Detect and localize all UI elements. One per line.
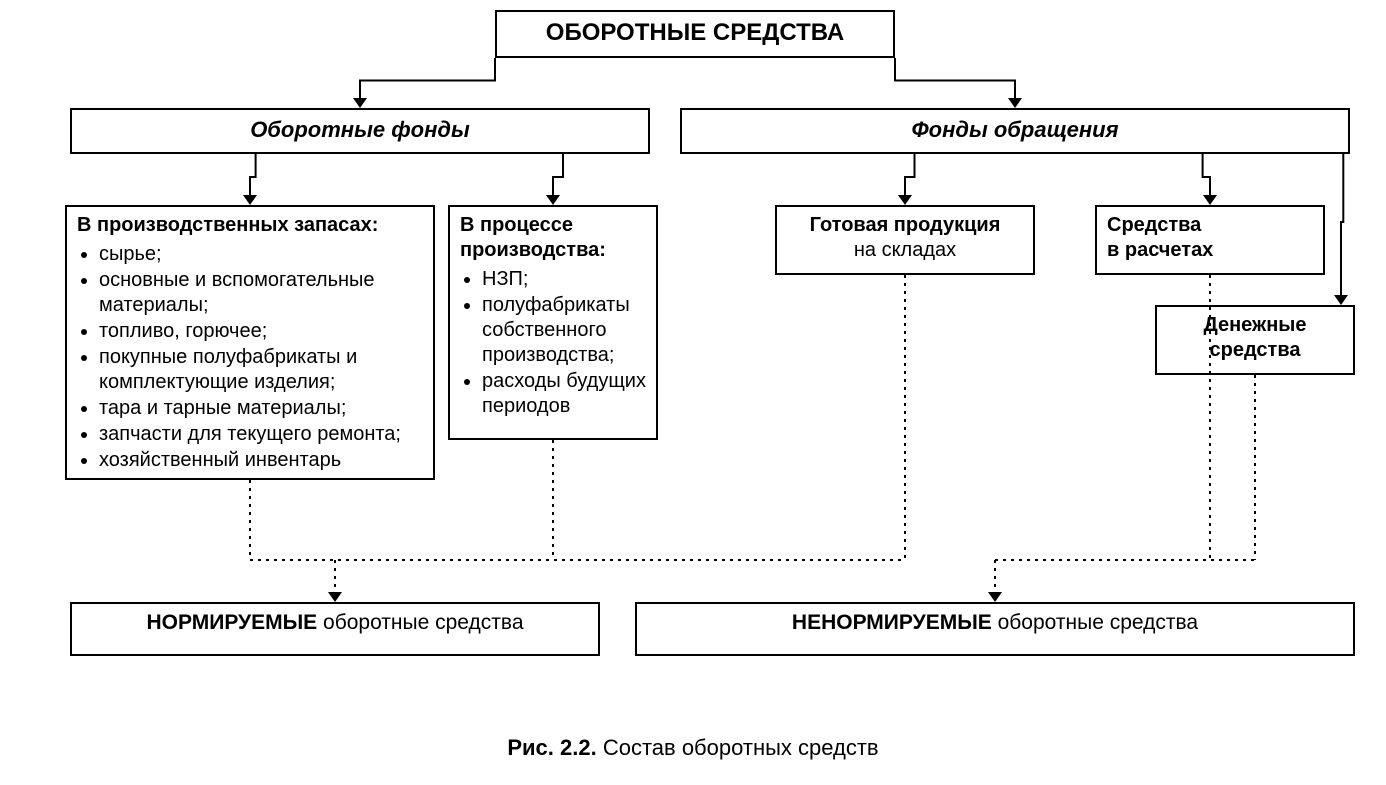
node-denezhnye-sredstva: Денежные средства	[1155, 305, 1355, 375]
bullet-item: топливо, горючее;	[99, 319, 423, 344]
node-normiruemye: НОРМИРУЕМЫЕ оборотные средства	[70, 602, 600, 656]
node-title: В процессе производства:	[460, 213, 646, 263]
bullet-item: полуфабрикаты собственного производства;	[482, 293, 646, 368]
rest: оборотные средства	[317, 611, 523, 634]
strong: НЕНОРМИРУЕМЫЕ	[792, 611, 992, 634]
node-oborotnye-fondy: Оборотные фонды	[70, 108, 650, 154]
figure-caption: Рис. 2.2. Состав оборотных средств	[0, 735, 1386, 761]
node-root: ОБОРОТНЫЕ СРЕДСТВА	[495, 10, 895, 58]
strong: НОРМИРУЕМЫЕ	[147, 611, 318, 634]
node-title: В производственных запасах:	[77, 213, 423, 238]
node-fondy-obrashcheniya: Фонды обращения	[680, 108, 1350, 154]
bullet-item: основные и вспомогательные материалы;	[99, 268, 423, 318]
line2: в расчетах	[1107, 239, 1213, 261]
line2: средства	[1210, 339, 1301, 361]
bullet-item: покупные полуфабрикаты и комплектующие и…	[99, 345, 423, 395]
caption-text: Состав оборотных средств	[597, 735, 879, 760]
node-v-processe-proizvodstva: В процессе производства: НЗП;полуфабрика…	[448, 205, 658, 440]
bullet-item: запчасти для текущего ремонта;	[99, 422, 423, 447]
bullet-item: сырье;	[99, 242, 423, 267]
bullet-item: хозяйственный инвентарь	[99, 448, 423, 473]
node-item-list: НЗП;полуфабрикаты собственного производс…	[460, 267, 646, 419]
node-gotovaya-produktsiya: Готовая продукция на складах	[775, 205, 1035, 275]
diagram-stage: ОБОРОТНЫЕ СРЕДСТВА Оборотные фонды Фонды…	[0, 0, 1386, 785]
caption-prefix: Рис. 2.2.	[507, 735, 596, 760]
node-sredstva-v-raschetakh: Средства в расчетах	[1095, 205, 1325, 275]
node-proizvodstvennye-zapasy: В производственных запасах: сырье;основн…	[65, 205, 435, 480]
rest: оборотные средства	[992, 611, 1198, 634]
bullet-item: НЗП;	[482, 267, 646, 292]
line1: Готовая продукция	[810, 214, 1001, 236]
bullet-item: расходы будущих периодов	[482, 369, 646, 419]
line2: на складах	[854, 239, 956, 261]
node-nenormiruemye: НЕНОРМИРУЕМЫЕ оборотные средства	[635, 602, 1355, 656]
bullet-item: тара и тарные материалы;	[99, 396, 423, 421]
node-item-list: сырье;основные и вспомогательные материа…	[77, 242, 423, 473]
line1: Средства	[1107, 214, 1201, 236]
line1: Денежные	[1203, 314, 1306, 336]
